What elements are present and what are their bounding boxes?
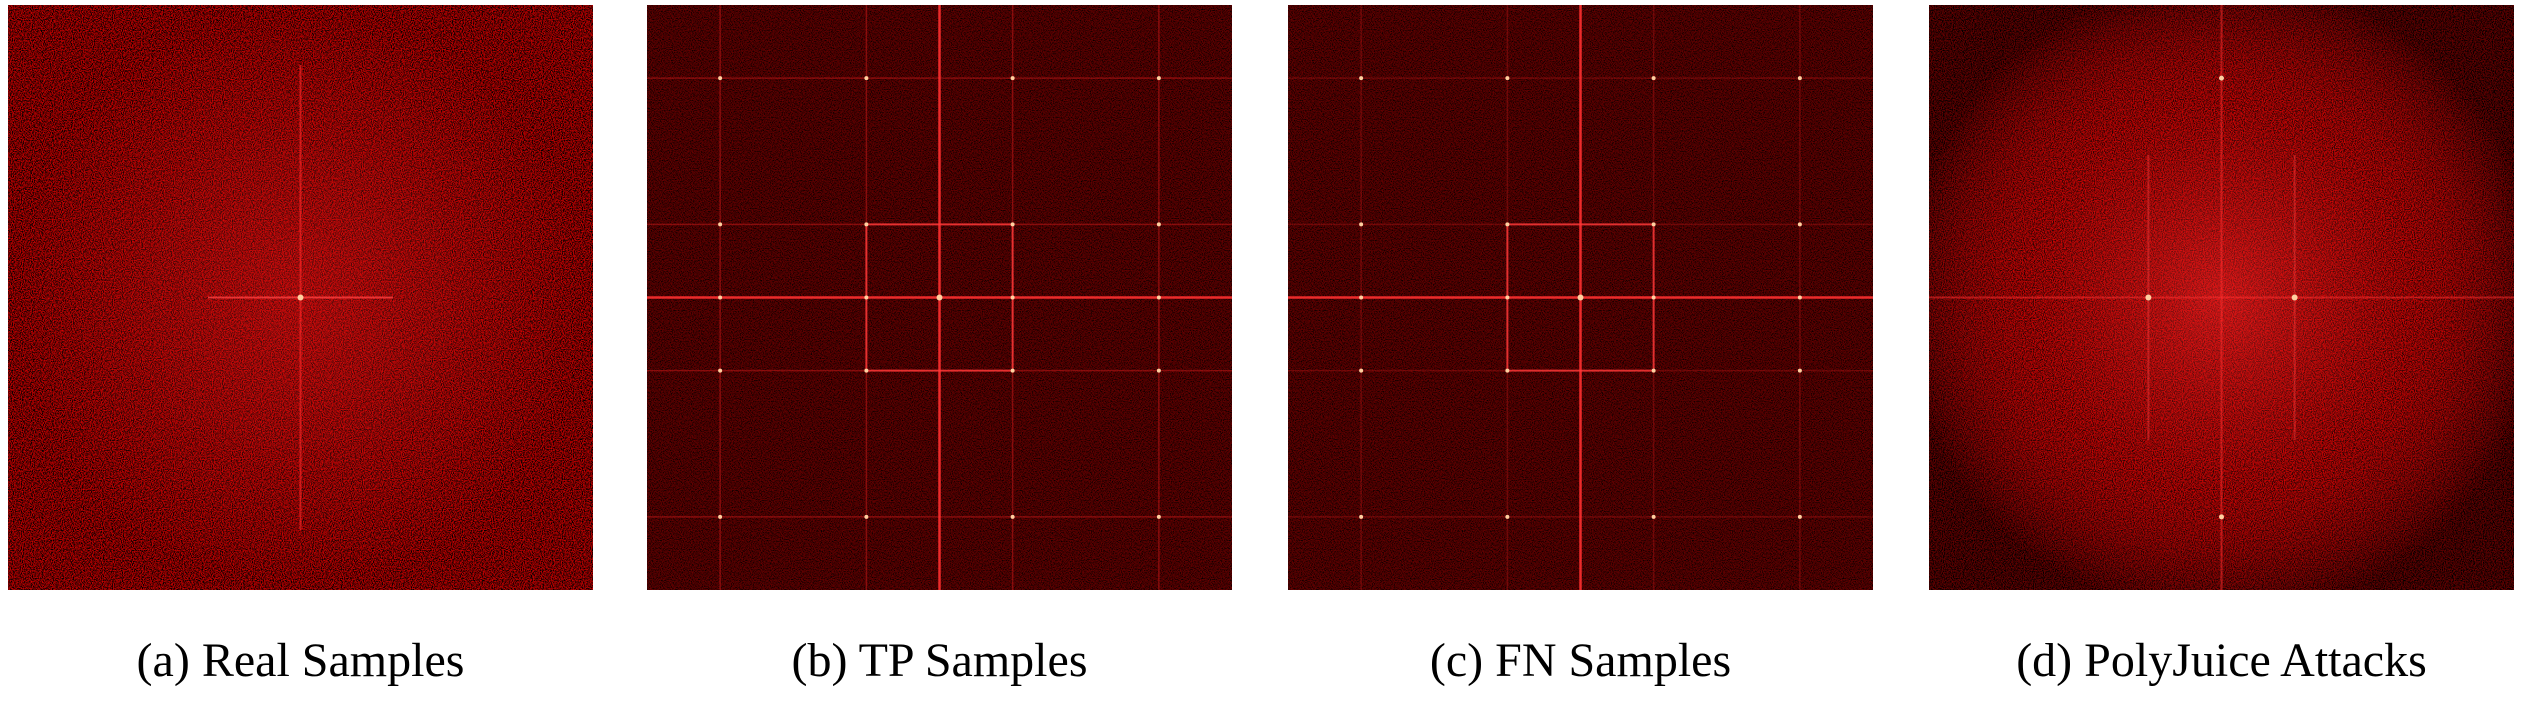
spectrum-peak — [718, 514, 723, 519]
spectrum-peak — [1505, 514, 1510, 519]
panel-caption: (c) FN Samples — [1430, 634, 1731, 687]
spectrum-peak — [1359, 368, 1364, 373]
spectrum-peak — [1359, 295, 1364, 300]
spectrum-peak — [1505, 295, 1510, 300]
spectrum-peak — [1651, 76, 1656, 81]
spectrum-peak — [1359, 76, 1364, 81]
spectrum-peak — [1156, 514, 1161, 519]
spectrum-peak — [297, 294, 304, 301]
spectrum-peak — [1010, 222, 1015, 227]
spectrum-peak — [1797, 295, 1802, 300]
spectrum-peak — [936, 294, 943, 301]
spectrum-peak — [1651, 368, 1656, 373]
spectrum-peak — [864, 76, 869, 81]
spectrum-peak — [718, 295, 723, 300]
spectrum-peak — [2145, 294, 2152, 301]
panel-caption: (b) TP Samples — [792, 634, 1088, 687]
spectrum-peak — [1010, 368, 1015, 373]
panel-caption: (a) Real Samples — [137, 634, 465, 687]
spectrum-peak — [1010, 514, 1015, 519]
spectrum-panel — [8, 5, 593, 590]
spectrum-peak — [2219, 514, 2224, 520]
spectrum-peak — [1505, 222, 1510, 227]
spectrum-panel — [647, 5, 1232, 590]
spectrum-peak — [1010, 76, 1015, 81]
panel-caption: (d) PolyJuice Attacks — [2016, 634, 2427, 687]
spectrum-peak — [864, 514, 869, 519]
spectrum-peak — [1359, 514, 1364, 519]
spectrum-panel — [1929, 5, 2514, 590]
spectrum-peak — [1156, 368, 1161, 373]
spectrum-peak — [864, 222, 869, 227]
spectrum-panel — [1288, 5, 1873, 590]
spectrum-peak — [1156, 76, 1161, 81]
spectrum-peak — [1359, 222, 1364, 227]
spectrum-peak — [864, 295, 869, 300]
spectrum-peak — [1797, 222, 1802, 227]
spectrum-peak — [1797, 76, 1802, 81]
spectrum-peak — [718, 368, 723, 373]
spectrum-peak — [1651, 514, 1656, 519]
spectrum-peak — [1010, 295, 1015, 300]
spectrum-peak — [2291, 294, 2298, 301]
spectrum-peak — [1651, 295, 1656, 300]
spectrum-peak — [1797, 514, 1802, 519]
spectrum-peak — [1156, 222, 1161, 227]
spectrum-peak — [718, 76, 723, 81]
spectrum-peak — [718, 222, 723, 227]
spectrum-peak — [864, 368, 869, 373]
spectrum-peak — [1156, 295, 1161, 300]
spectrum-peak — [2219, 75, 2224, 81]
spectrum-peak — [1651, 222, 1656, 227]
spectrum-peak — [1505, 76, 1510, 81]
spectrum-peak — [1577, 294, 1584, 301]
spectrum-peak — [1797, 368, 1802, 373]
spectrum-peak — [1505, 368, 1510, 373]
